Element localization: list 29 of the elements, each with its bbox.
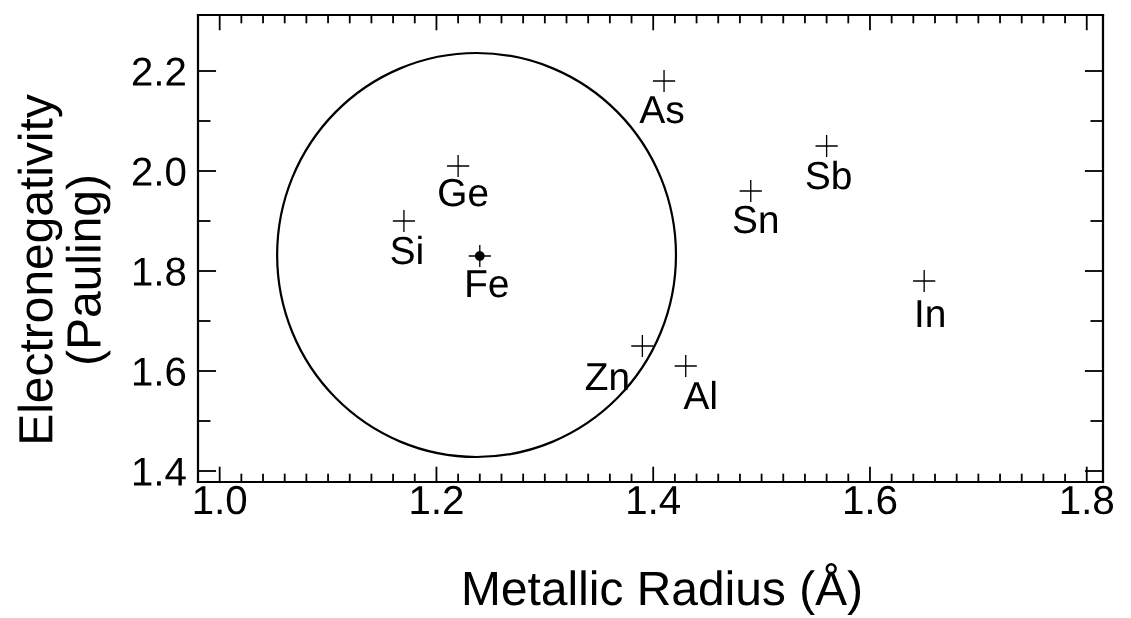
point xyxy=(447,154,470,178)
point xyxy=(631,334,654,358)
annotation: Zn xyxy=(585,363,628,390)
x-tick-label: 1.4 xyxy=(628,486,681,514)
y-tick-label: 2.0 xyxy=(132,157,186,186)
y-tick-label: 1.6 xyxy=(133,357,186,386)
point xyxy=(815,134,838,158)
annotation: Al xyxy=(683,380,716,409)
y-axis-title: Electronegativity (Pauling) xyxy=(17,94,111,442)
annotation: Sb xyxy=(806,160,851,190)
annotation: Sn xyxy=(733,205,778,234)
x-tick-label: 1.8 xyxy=(1061,485,1113,515)
y-tick-label: 1.4 xyxy=(133,457,186,486)
x-tick-label: 1.0 xyxy=(194,485,247,515)
point xyxy=(674,354,697,378)
annotation: Ge xyxy=(439,178,488,207)
point xyxy=(652,69,676,93)
annotation: Fe xyxy=(467,270,508,298)
point xyxy=(392,209,416,233)
point xyxy=(913,269,936,293)
x-axis-title: Metallic Radius (Å) xyxy=(464,563,861,615)
x-tick-label: 1.2 xyxy=(411,485,463,514)
point xyxy=(739,179,762,203)
annotation: As xyxy=(639,96,684,124)
annotation: In xyxy=(917,300,944,327)
x-tick-label: 1.6 xyxy=(845,485,897,515)
y-tick-label: 2.2 xyxy=(132,57,185,86)
annotation: Si xyxy=(391,235,422,265)
y-tick-label: 1.8 xyxy=(133,257,186,286)
